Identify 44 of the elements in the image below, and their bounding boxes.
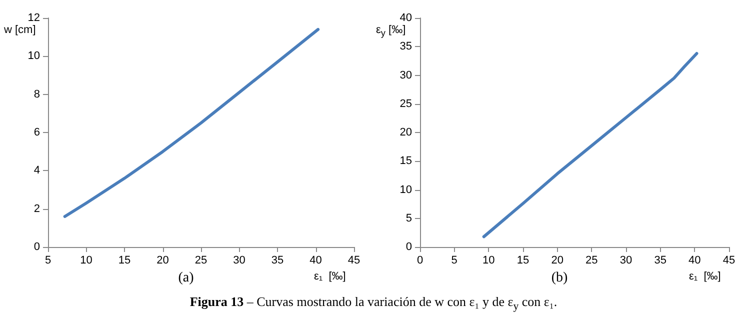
y-tick-label: 2: [34, 202, 40, 215]
x-tick-label: 15: [118, 254, 131, 266]
x-tick-label: 15: [516, 254, 530, 266]
line-series: [482, 52, 698, 238]
y-tick-label: 15: [400, 155, 412, 168]
x-tick-label: 5: [451, 254, 458, 266]
x-tick-label: 30: [620, 254, 632, 266]
y-tick-label: 12: [28, 12, 40, 24]
x-axis-title: ε₁ [‰]: [314, 270, 346, 282]
x-tick-label: 45: [348, 254, 360, 266]
x-tick-label: 10: [80, 254, 92, 266]
y-axis-title: ε$_{y}$ [‰]: [376, 24, 406, 38]
x-tick-label: 5: [44, 254, 52, 266]
y-tick-label: 25: [400, 98, 412, 110]
x-tick-label: 35: [271, 254, 284, 266]
y-tick-label: 20: [400, 126, 412, 138]
y-axis-title: w [cm]: [4, 24, 36, 36]
x-tick-label: 30: [233, 254, 246, 266]
line-series: [63, 28, 320, 218]
x-tick-label: 40: [310, 254, 322, 266]
x-tick-label: 35: [654, 254, 666, 266]
y-tick-label: 35: [400, 40, 412, 53]
y-tick-label: 8: [34, 88, 40, 100]
x-tick-label: 0: [416, 254, 424, 266]
text: (a): [178, 270, 194, 286]
y-tick-label: 30: [400, 69, 412, 82]
x-tick-label: 20: [156, 254, 169, 266]
y-tick-label: 10: [400, 184, 412, 196]
y-tick-label: 40: [400, 12, 412, 24]
x-tick-label: 25: [194, 254, 208, 266]
text: Figura 13 – Curvas mostrando la variación de w con ε₁ y de ε$_{y}$ con ε₁.: [190, 294, 558, 313]
x-tick-label: 40: [688, 254, 701, 266]
y-tick-label: 5: [406, 212, 412, 224]
x-axis-title: ε₁ [‰]: [689, 270, 721, 282]
y-tick-label: 6: [34, 126, 40, 138]
y-tick-label: 0: [34, 241, 40, 253]
y-tick-label: 10: [28, 50, 40, 62]
x-tick-label: 10: [482, 254, 495, 266]
y-tick-label: 0: [406, 241, 412, 253]
x-tick-label: 25: [586, 254, 598, 266]
x-tick-label: 45: [722, 254, 736, 266]
text: (b): [551, 270, 568, 286]
y-tick-label: 4: [34, 164, 40, 177]
x-tick-label: 20: [551, 254, 564, 266]
